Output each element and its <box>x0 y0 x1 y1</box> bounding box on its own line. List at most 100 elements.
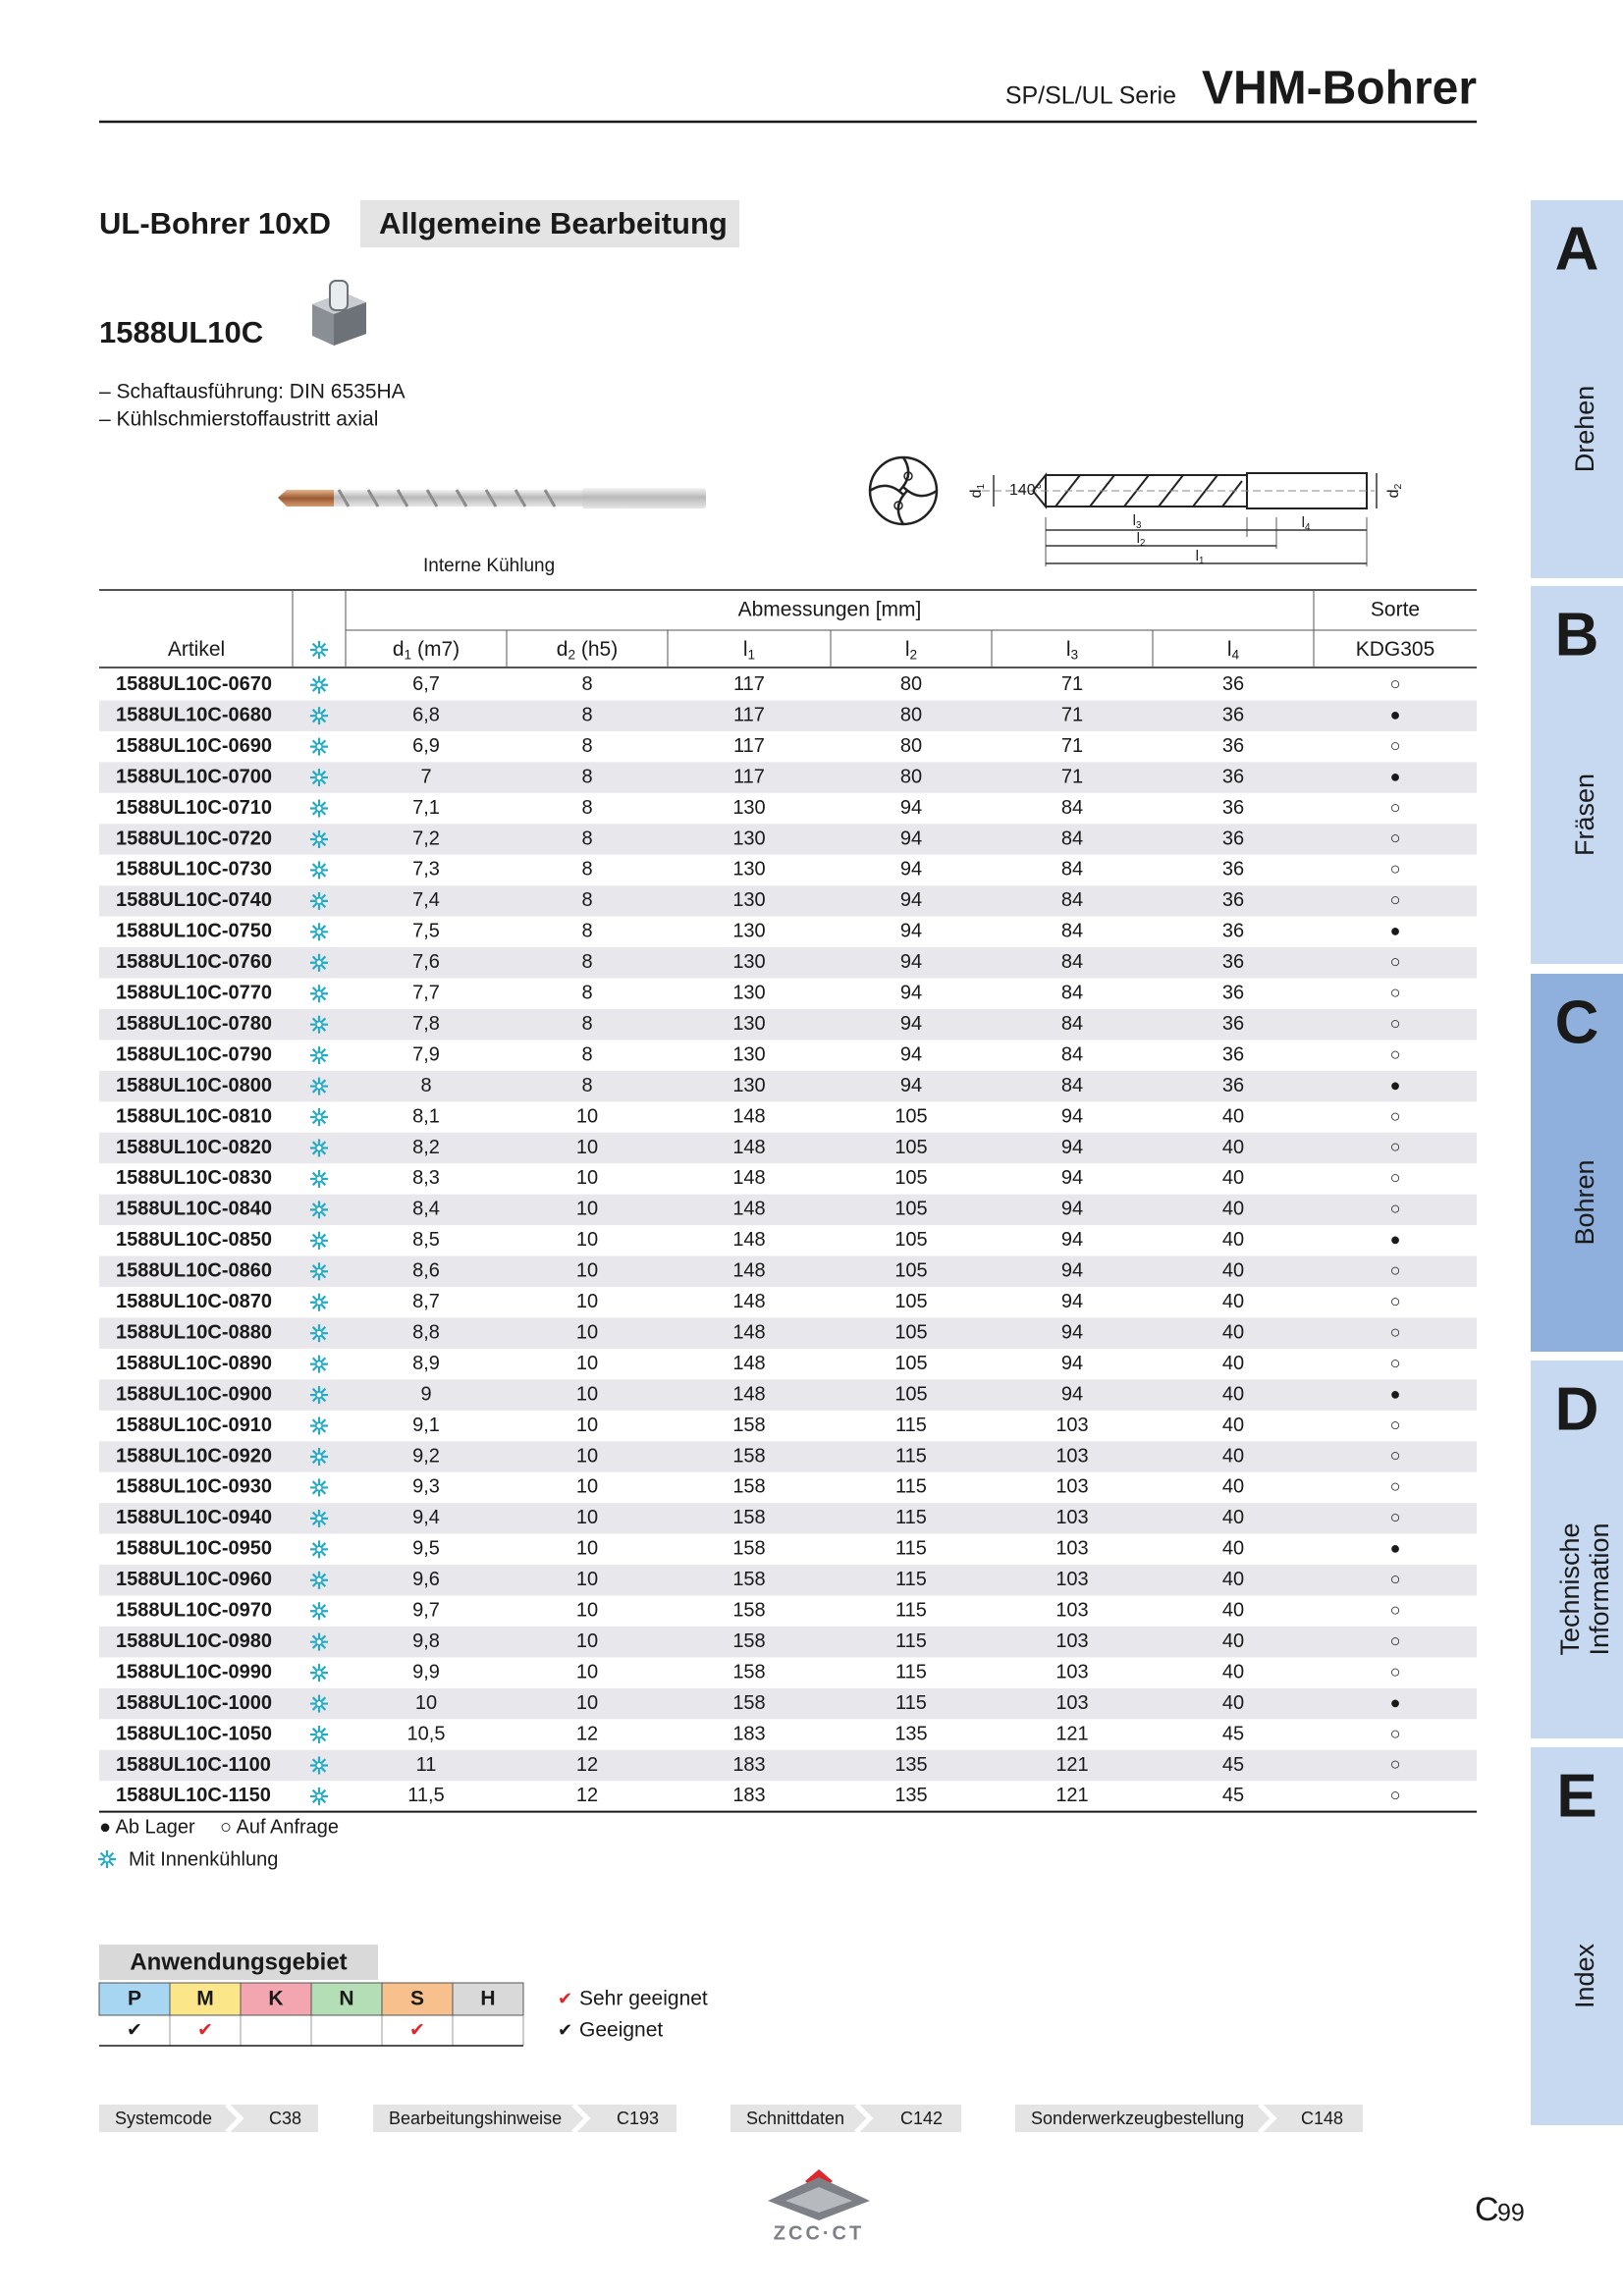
cooling-core <box>315 712 323 721</box>
article-code: 1588UL10C-1050 <box>116 1723 272 1744</box>
dimension-value: 7,9 <box>412 1043 440 1065</box>
grade-availability: ○ <box>1390 1013 1401 1033</box>
material-code: N <box>339 1988 353 2010</box>
article-code: 1588UL10C-0900 <box>116 1383 272 1405</box>
label-suffix: (h5) <box>575 638 618 661</box>
suitability-check: ✔ <box>197 2020 213 2041</box>
dimension-value: 105 <box>894 1383 927 1405</box>
dimension-value: 84 <box>1061 889 1083 911</box>
label-main: d <box>393 638 405 661</box>
tab-label: Bohren <box>1570 1159 1599 1245</box>
cooling-core <box>315 866 323 875</box>
dimension-value: 84 <box>1061 859 1083 881</box>
dimension-value: 8 <box>581 828 592 849</box>
material-cell <box>452 1982 524 2016</box>
grade-availability: ○ <box>1390 1446 1401 1466</box>
cooling-core <box>315 1329 323 1338</box>
label-sub: 2 <box>910 647 918 662</box>
dimension-value: 148 <box>732 1199 765 1220</box>
dimension-value: 40 <box>1222 1661 1244 1682</box>
cooling-core <box>315 1669 323 1678</box>
row-stripe <box>99 1008 1477 1041</box>
cooling-icon <box>310 829 328 848</box>
cooling-core <box>315 1761 323 1770</box>
row-stripe <box>99 1565 1477 1596</box>
dimension-value: 94 <box>900 889 922 911</box>
cooling-icon <box>310 1447 328 1466</box>
dimension-value: 36 <box>1222 1075 1244 1096</box>
dimension-value: 9,3 <box>412 1476 440 1498</box>
dimension-value: 130 <box>732 983 765 1004</box>
dimension-value: 8,8 <box>412 1321 440 1343</box>
grade-availability: ○ <box>1390 1786 1401 1805</box>
legend-cooling: Mit Innenkühlung <box>129 1848 278 1870</box>
article-code: 1588UL10C-0700 <box>116 766 272 787</box>
grade-availability: ● <box>1390 921 1401 940</box>
dimension-value: 8 <box>581 859 592 881</box>
link-page: C148 <box>1301 2109 1343 2128</box>
cooling-core <box>315 1607 323 1616</box>
dimension-value: 8,1 <box>412 1105 440 1127</box>
row-stripe <box>99 1441 1477 1472</box>
dimension-value: 105 <box>894 1137 927 1158</box>
row-stripe <box>99 1317 1477 1349</box>
dimension-value: 94 <box>900 828 922 849</box>
dimension-value: 148 <box>732 1229 765 1251</box>
article-code: 1588UL10C-0970 <box>116 1600 272 1622</box>
article-code: 1588UL10C-0710 <box>116 797 272 819</box>
dimension-value: 148 <box>732 1167 765 1189</box>
dimension-value: 103 <box>1055 1538 1088 1560</box>
dimension-value: 158 <box>732 1661 765 1682</box>
tab-label: Information <box>1585 1522 1614 1655</box>
dimension-value: 115 <box>895 1445 927 1467</box>
grade-availability: ○ <box>1390 890 1401 910</box>
dimension-value: 8 <box>581 1075 592 1096</box>
dimension-value: 10 <box>576 1476 598 1498</box>
dimension-value: 94 <box>1061 1167 1083 1189</box>
article-code: 1588UL10C-0980 <box>116 1630 272 1652</box>
dimension-value: 103 <box>1055 1476 1088 1498</box>
dimension-value: 40 <box>1222 1600 1244 1622</box>
grade-availability: ○ <box>1390 1754 1401 1774</box>
dimension-value: 40 <box>1222 1229 1244 1251</box>
dimension-value: 12 <box>576 1785 598 1806</box>
material-code: P <box>128 1988 141 2010</box>
column-header: l2 <box>905 638 917 662</box>
dimension-value: 94 <box>900 983 922 1004</box>
grade-availability: ○ <box>1390 1724 1401 1743</box>
dimension-value: 115 <box>895 1630 927 1652</box>
label-main: l <box>1137 530 1140 547</box>
dimension-value: 71 <box>1061 735 1083 757</box>
link-chevron <box>225 2103 244 2134</box>
note: – Schaftausführung: DIN 6535HA <box>99 381 406 403</box>
dimension-value: 115 <box>895 1507 927 1528</box>
row-stripe <box>99 1749 1477 1782</box>
dimension-value: 94 <box>1061 1383 1083 1405</box>
tab-label: Technische <box>1555 1522 1585 1655</box>
row-stripe <box>99 1070 1477 1102</box>
grade-availability: ○ <box>1390 828 1401 848</box>
dimension-value: 94 <box>900 921 922 942</box>
dimension-value: 103 <box>1055 1445 1088 1467</box>
label-main: l <box>1196 548 1199 564</box>
dimension-value: 8 <box>581 983 592 1004</box>
tag-box <box>360 200 739 247</box>
dimension-value: 105 <box>894 1321 927 1343</box>
cooling-icon <box>310 1632 328 1651</box>
app-title: Anwendungsgebiet <box>130 1949 347 1975</box>
cooling-icon <box>310 1139 328 1157</box>
grade-availability: ○ <box>1390 1570 1401 1589</box>
dimension-value: 10 <box>576 1137 598 1158</box>
dimension-value: 183 <box>732 1754 765 1776</box>
label-main: KDG305 <box>1356 638 1435 661</box>
article-code: 1588UL10C-0680 <box>116 704 272 725</box>
grade-availability: ○ <box>1390 952 1401 972</box>
article-code: 1588UL10C-0670 <box>116 673 272 695</box>
link-label: Sonderwerkzeugbestellung <box>1031 2109 1244 2128</box>
grade-availability: ● <box>1390 1538 1401 1558</box>
dimension-value: 12 <box>576 1723 598 1744</box>
dimension-value: 158 <box>732 1692 765 1714</box>
label-main: Artikel <box>168 638 225 661</box>
dimension-value: 103 <box>1055 1507 1088 1528</box>
page-title: VHM-Bohrer <box>1202 63 1477 115</box>
